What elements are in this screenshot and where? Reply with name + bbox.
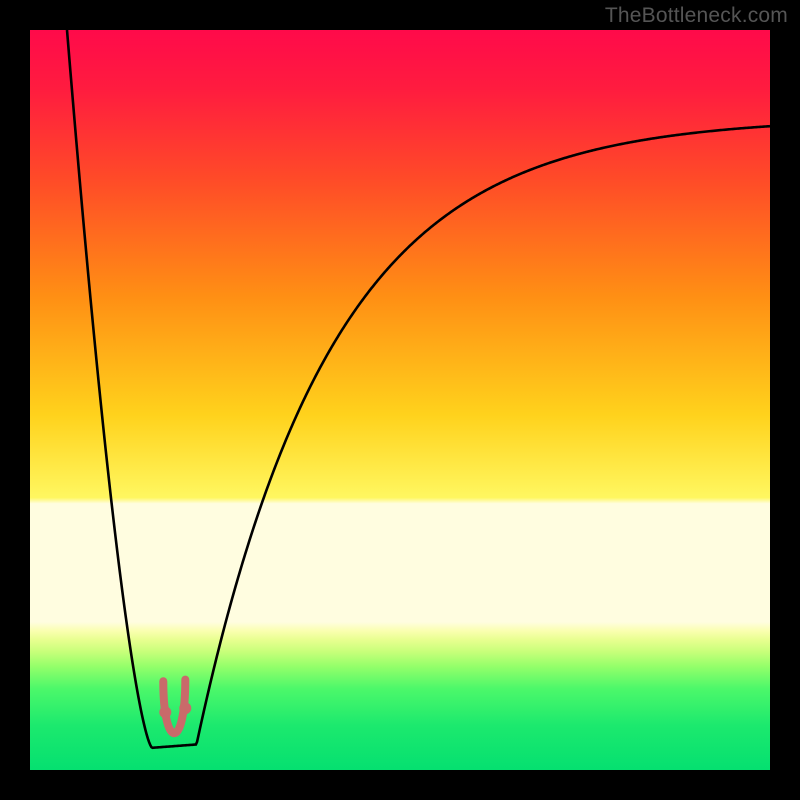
- gradient-background-band: [30, 622, 770, 770]
- gradient-background-main: [30, 30, 770, 622]
- valley-dot-left: [159, 706, 171, 718]
- bottleneck-curve-chart: [0, 0, 800, 800]
- chart-stage: TheBottleneck.com: [0, 0, 800, 800]
- valley-dot-right: [179, 702, 191, 714]
